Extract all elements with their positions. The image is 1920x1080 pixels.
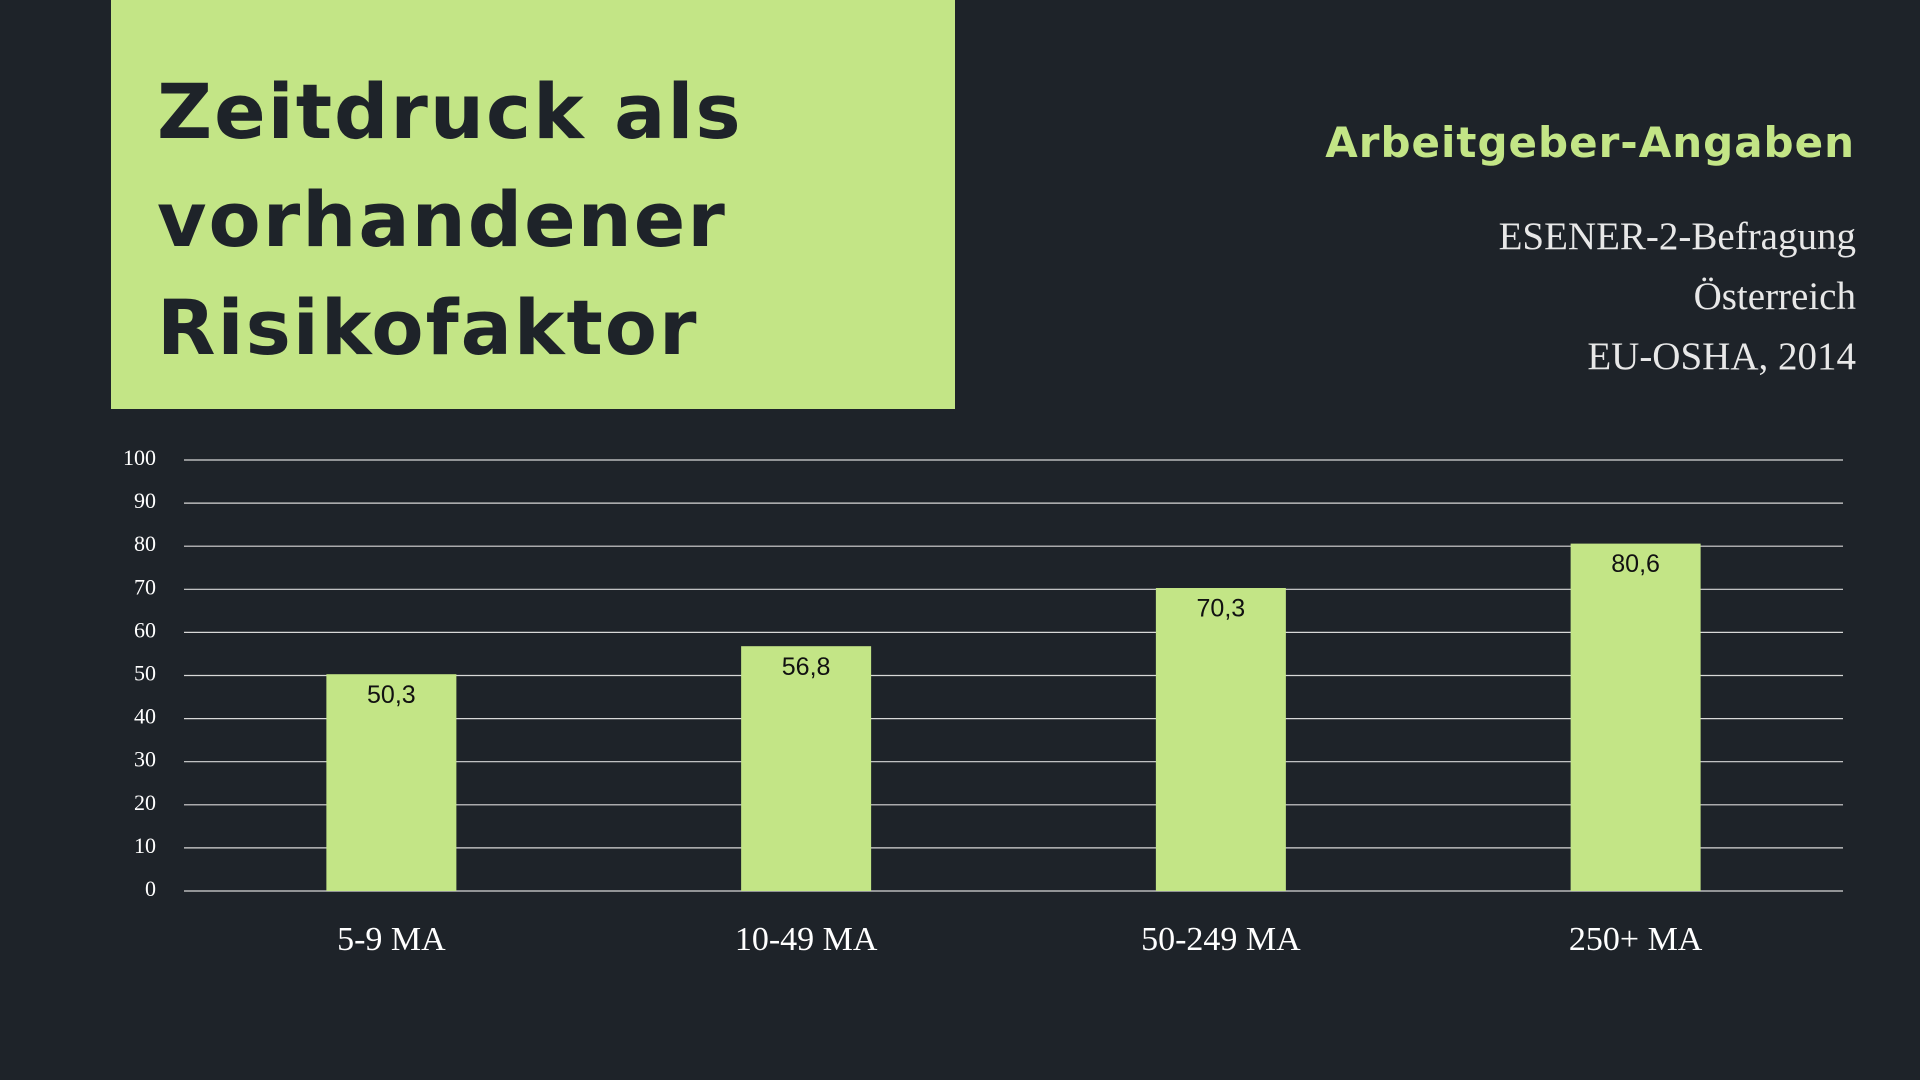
bar xyxy=(741,646,872,891)
source-line: EU-OSHA, 2014 xyxy=(1587,335,1856,378)
bar xyxy=(1155,588,1286,891)
source-line: ESENER-2-Befragung xyxy=(1498,215,1856,258)
y-tick-label: 90 xyxy=(134,488,156,513)
y-tick-label: 0 xyxy=(145,876,156,901)
y-tick-label: 10 xyxy=(134,833,156,858)
chart-subtitle: Arbeitgeber-Angaben xyxy=(1325,118,1855,167)
value-label: 56,8 xyxy=(782,653,831,681)
y-tick-label: 20 xyxy=(134,790,156,815)
value-label: 50,3 xyxy=(367,681,416,709)
bar xyxy=(326,674,457,891)
x-tick-label: 250+ MA xyxy=(1569,921,1703,958)
y-tick-label: 30 xyxy=(134,747,156,772)
source-line: Österreich xyxy=(1693,275,1856,318)
y-tick-label: 100 xyxy=(123,445,156,470)
value-label: 80,6 xyxy=(1611,550,1660,578)
y-tick-label: 60 xyxy=(134,617,156,642)
y-tick-label: 40 xyxy=(134,704,156,729)
chart-title: Zeitdruck als vorhandener Risikofaktor xyxy=(157,67,743,372)
title-box: Zeitdruck als vorhandener Risikofaktor xyxy=(111,0,955,409)
y-tick-label: 70 xyxy=(134,574,156,599)
y-tick-label: 50 xyxy=(134,661,156,686)
x-tick-label: 5-9 MA xyxy=(337,921,446,958)
y-tick-label: 80 xyxy=(134,531,156,556)
bar xyxy=(1570,543,1701,891)
x-tick-label: 50-249 MA xyxy=(1141,921,1301,958)
value-label: 70,3 xyxy=(1197,595,1246,623)
x-tick-label: 10-49 MA xyxy=(735,921,878,958)
